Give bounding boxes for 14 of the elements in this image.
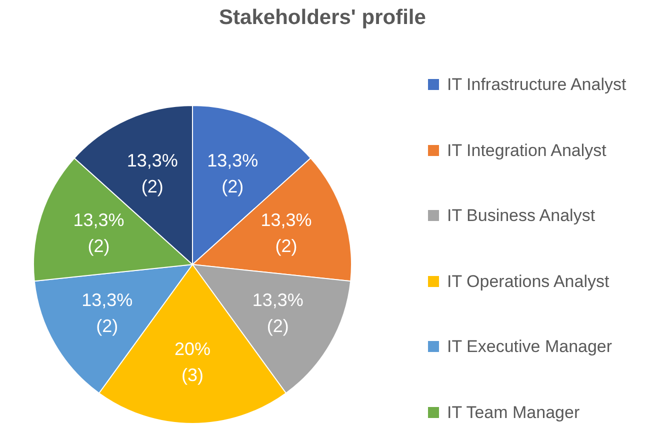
chart-title: Stakeholders' profile: [218, 6, 427, 30]
data-label: 13,3% (2): [73, 210, 124, 256]
data-label: 13,3% (2): [207, 150, 258, 196]
legend-label: IT Business Analyst: [447, 205, 596, 227]
data-label: 13,3% (2): [260, 210, 312, 256]
legend-label: IT Team Manager: [447, 402, 580, 424]
legend-label: IT Infrastructure Analyst: [447, 74, 626, 96]
data-label: 13,3% (2): [82, 290, 133, 336]
legend-label: IT Operations Analyst: [447, 270, 610, 292]
data-label: 20% (3): [174, 339, 211, 386]
legend-label: IT Integration Analyst: [447, 140, 606, 162]
data-label: 13,3% (2): [252, 290, 304, 336]
legend-label: IT Executive Manager: [447, 336, 612, 358]
data-label: 13,3% (2): [126, 150, 178, 196]
